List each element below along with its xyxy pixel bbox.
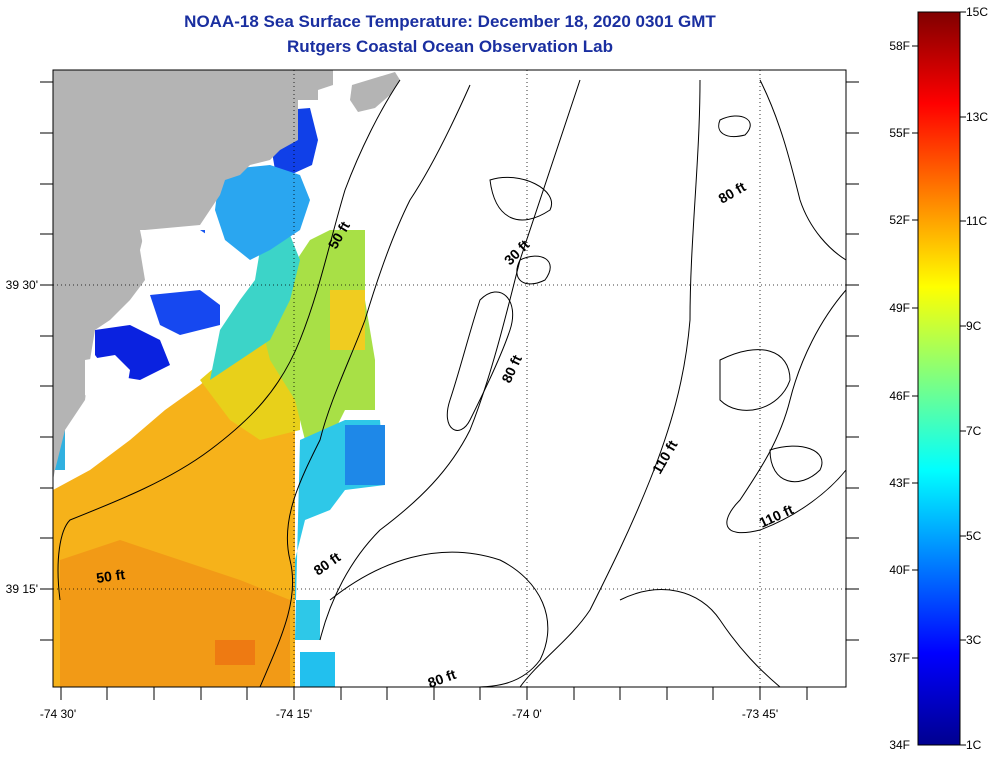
colorbar-c-label: 11C bbox=[966, 214, 987, 228]
no-data-bay bbox=[85, 355, 130, 408]
colorbar-f-label: 55F bbox=[889, 126, 910, 140]
contour-50ft bbox=[57, 79, 401, 601]
colorbar-gradient bbox=[917, 11, 961, 746]
lon-label: -73 45' bbox=[742, 707, 778, 721]
sst-data-layer bbox=[53, 108, 385, 687]
sst-blue-offshore bbox=[345, 425, 385, 485]
contour-110ft bbox=[519, 79, 701, 687]
colorbar-f-label: 52F bbox=[889, 213, 910, 227]
colorbar-f-label: 34F bbox=[889, 738, 910, 752]
colorbar-c-label: 15C bbox=[966, 5, 988, 19]
sst-bay-cyan-north bbox=[215, 165, 310, 260]
map-panel[interactable]: 50 ft 30 ft 80 ft 80 ft 80 ft 110 ft 110… bbox=[6, 69, 859, 721]
map-border bbox=[52, 69, 847, 688]
axis-labels: 39 30' 39 15' -74 30' -74 15' -74 0' -73… bbox=[6, 278, 778, 721]
sst-cyan-south bbox=[300, 652, 335, 687]
bathymetry-contours bbox=[57, 79, 846, 687]
map-subtitle: Rutgers Coastal Ocean Observation Lab bbox=[287, 37, 613, 56]
colorbar-c-label: 3C bbox=[966, 633, 982, 647]
lat-label: 39 15' bbox=[6, 582, 38, 596]
colorbar-f-label: 58F bbox=[889, 39, 910, 53]
sst-bay-blue-middle bbox=[150, 290, 220, 335]
colorbar-f-label: 49F bbox=[889, 301, 910, 315]
lon-label: -74 15' bbox=[276, 707, 312, 721]
colorbar-f-label: 43F bbox=[889, 476, 910, 490]
contour-80ft-east bbox=[319, 79, 581, 641]
colorbar-c-label: 13C bbox=[966, 110, 988, 124]
colorbar-c-label: 5C bbox=[966, 529, 982, 543]
lon-label: -74 0' bbox=[512, 707, 542, 721]
land-island bbox=[350, 72, 400, 112]
colorbar-f-label: 37F bbox=[889, 651, 910, 665]
graticule bbox=[53, 70, 846, 687]
contour-south-shelf bbox=[329, 551, 781, 687]
colorbar-c-label: 1C bbox=[966, 738, 982, 752]
contour-shelf-ridges bbox=[489, 79, 846, 285]
land-mass bbox=[53, 70, 333, 480]
no-data-coastal bbox=[140, 230, 215, 292]
depth-label: 50 ft bbox=[95, 566, 126, 586]
contour-110ft-east bbox=[726, 289, 846, 534]
colorbar-f-label: 40F bbox=[889, 563, 910, 577]
map-ticks bbox=[40, 81, 859, 700]
colorbar: 58F 55F 52F 49F 46F 43F 40F 37F 34F 15C … bbox=[889, 5, 988, 752]
colorbar-c-label: 7C bbox=[966, 424, 982, 438]
sst-yellow-patch bbox=[330, 290, 365, 350]
contour-ridges-mid bbox=[446, 291, 823, 483]
lat-label: 39 30' bbox=[6, 278, 38, 292]
contour-80ft-west bbox=[259, 84, 471, 687]
colorbar-c-label: 9C bbox=[966, 319, 982, 333]
lon-label: -74 30' bbox=[40, 707, 76, 721]
sst-cyan-strip bbox=[210, 235, 300, 380]
colorbar-ticks bbox=[912, 11, 966, 746]
colorbar-f-label: 46F bbox=[889, 389, 910, 403]
sst-hot-patch bbox=[215, 640, 255, 665]
map-title: NOAA-18 Sea Surface Temperature: Decembe… bbox=[184, 12, 716, 31]
